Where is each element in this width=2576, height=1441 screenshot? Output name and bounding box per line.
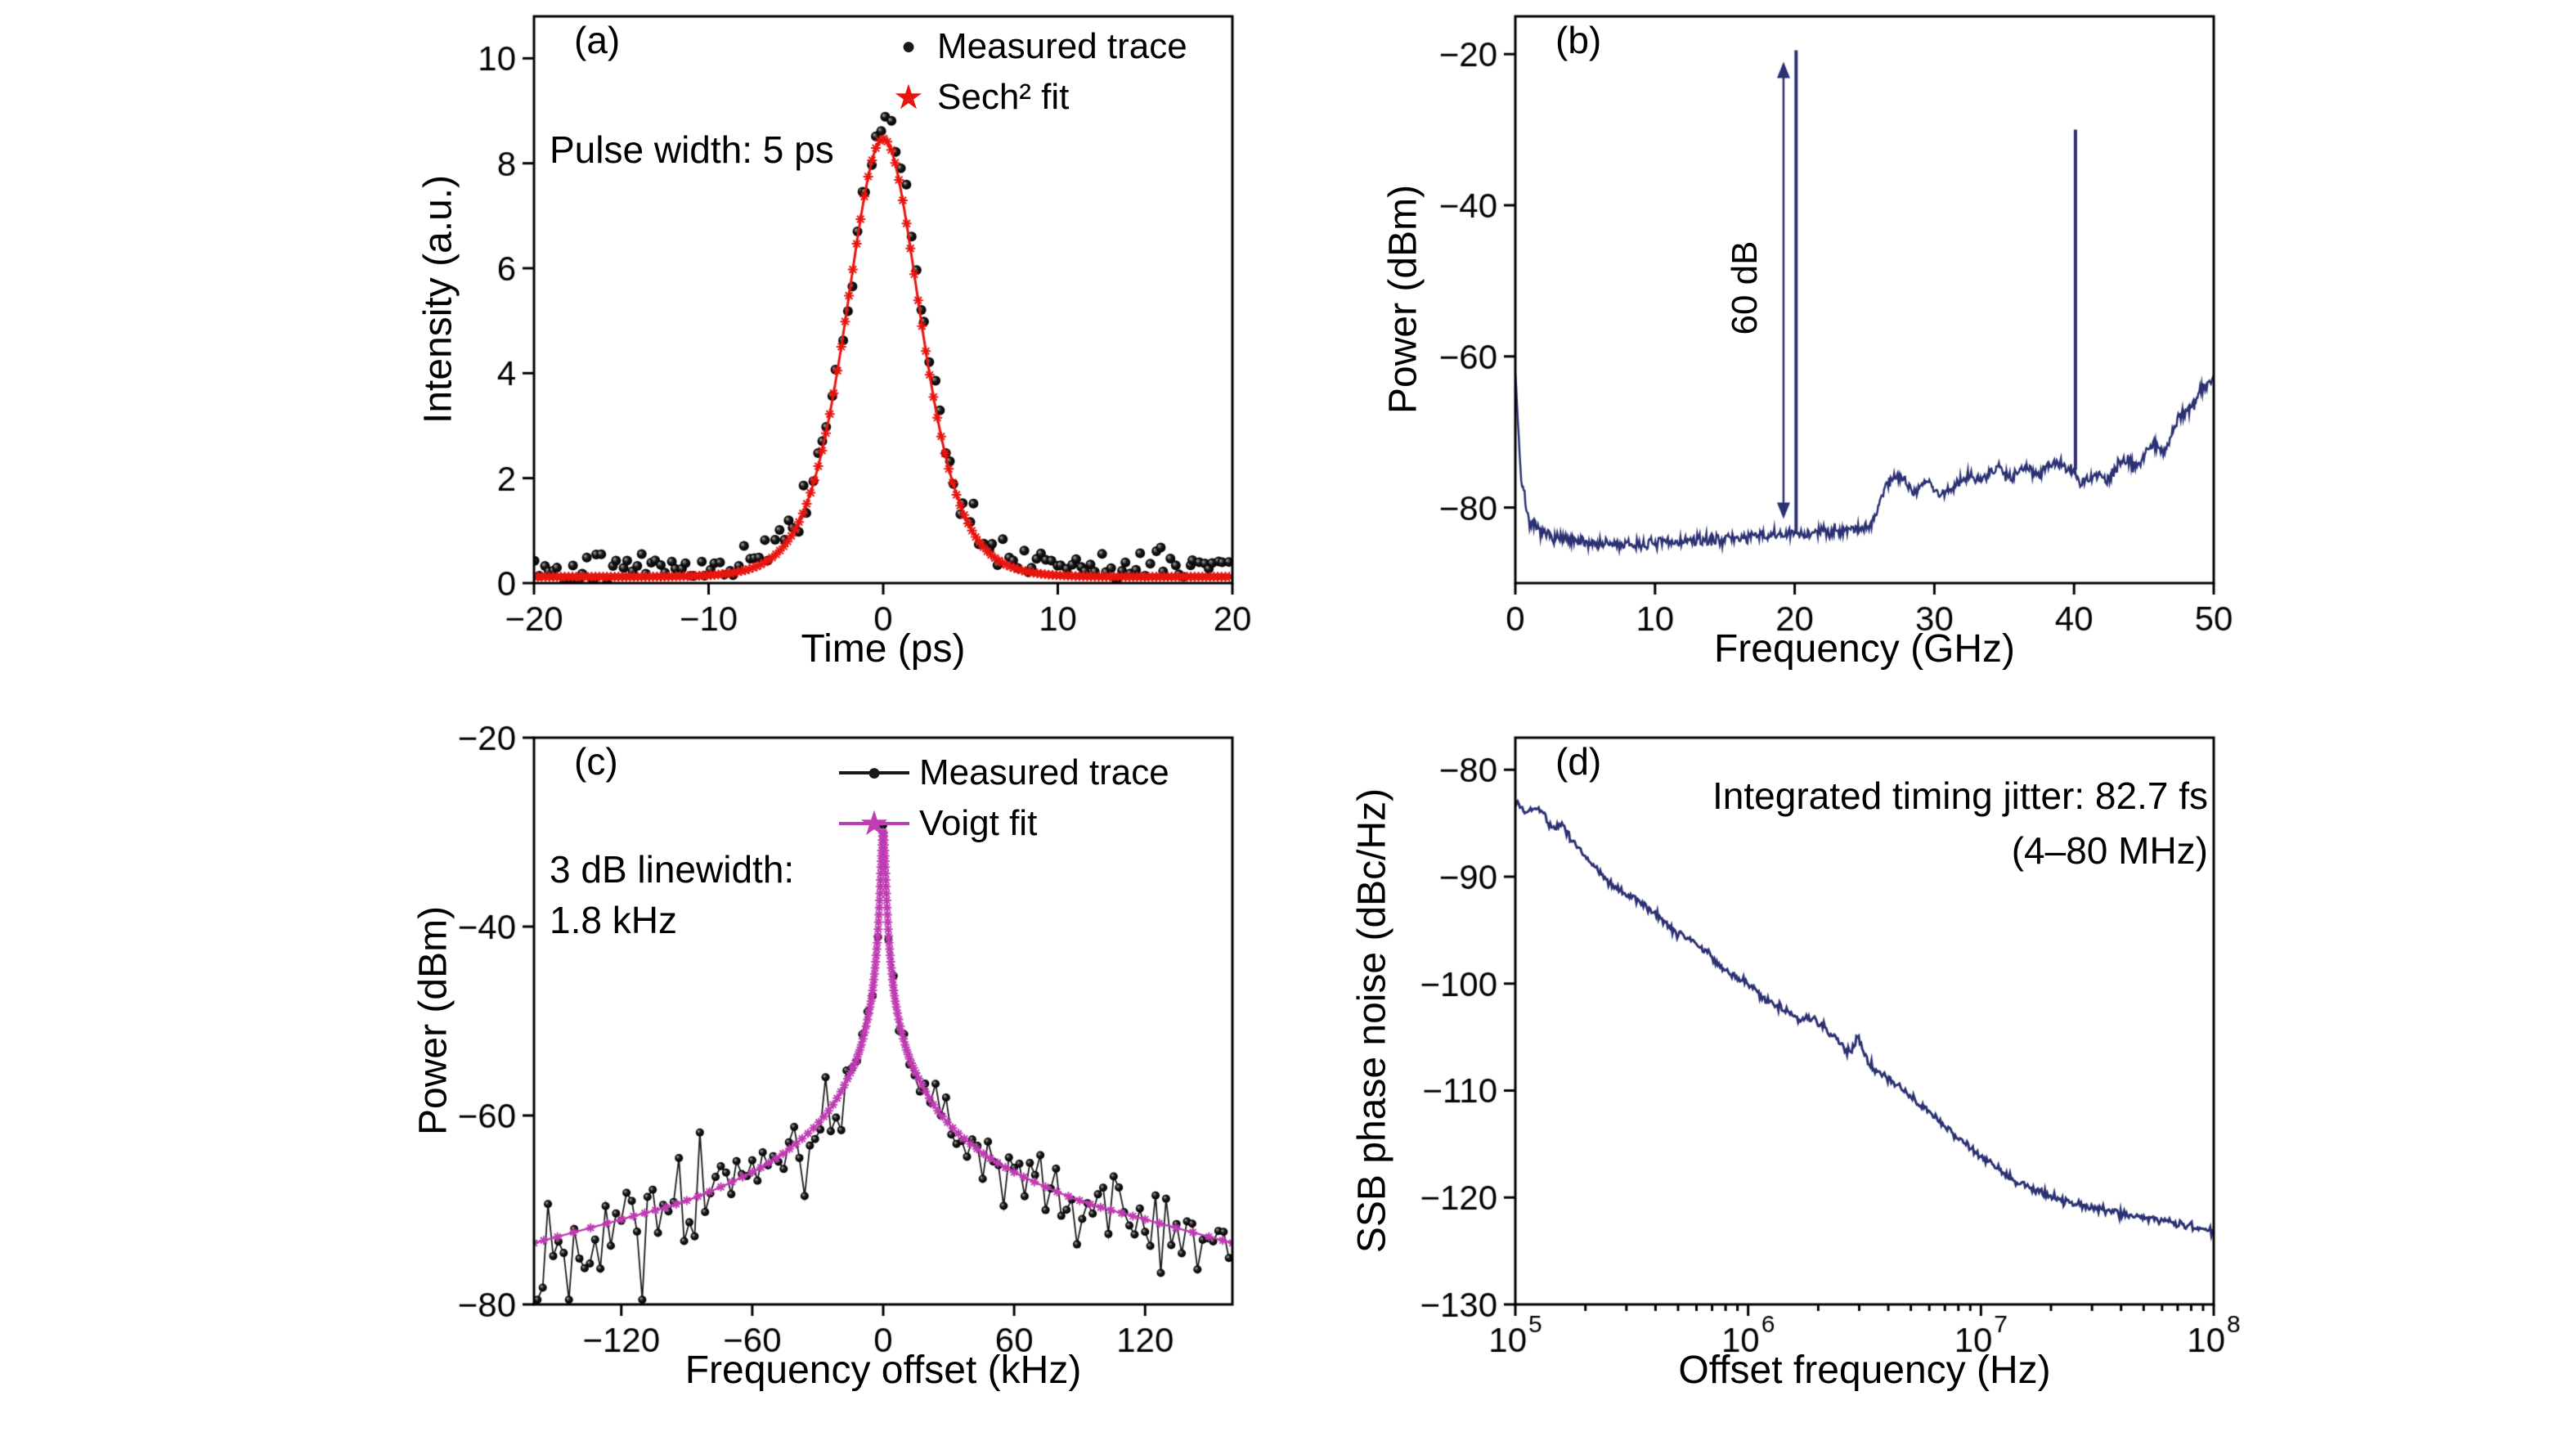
panel-c-y-axis-label: Power (dBm) — [411, 905, 456, 1136]
panel-a-label: (a) — [574, 19, 621, 61]
panel-c-label: (c) — [574, 740, 618, 783]
legend-label: Measured trace — [937, 26, 1187, 66]
panel-c: (c) 3 dB linewidth: 1.8 kHz ● Measured t… — [343, 721, 1308, 1441]
star-line-marker-icon: ★ — [839, 806, 909, 841]
dot-marker-icon: ● — [900, 33, 917, 60]
linewidth-line-2: 1.8 kHz — [550, 899, 677, 942]
panel-d-y-axis-label: SSB phase noise (dBc/Hz) — [1350, 788, 1394, 1254]
panel-b-label: (b) — [1555, 19, 1602, 61]
dot-line-marker-icon: ● — [839, 761, 909, 785]
legend-label: Sech² fit — [937, 77, 1070, 117]
chart-canvas-a — [343, 0, 1308, 720]
chart-canvas-c — [343, 721, 1308, 1441]
chart-canvas-b — [1325, 0, 2290, 720]
panel-c-legend: ● Measured trace ★ Voigt fit — [839, 749, 1169, 847]
chart-canvas-d — [1325, 721, 2290, 1441]
legend-item-measured-trace: ● Measured trace — [890, 23, 1187, 70]
legend-item-sech2-fit: ★ Sech² fit — [890, 74, 1187, 121]
star-marker-icon: ★ — [893, 78, 924, 116]
panel-c-annotation-linewidth: 3 dB linewidth: 1.8 kHz — [550, 844, 794, 945]
panel-d-x-axis-label: Offset frequency (Hz) — [1678, 1349, 2051, 1392]
legend-label: Voigt fit — [919, 803, 1038, 843]
panel-a: (a) Pulse width: 5 ps ● Measured trace ★… — [343, 0, 1308, 720]
panel-d: (d) Integrated timing jitter: 82.7 fs (4… — [1325, 721, 2290, 1441]
legend-item-measured-trace: ● Measured trace — [839, 749, 1169, 797]
legend-item-voigt-fit: ★ Voigt fit — [839, 800, 1169, 847]
jitter-line-2: (4–80 MHz) — [2011, 828, 2208, 872]
panel-b: (b) 60 dB Frequency (GHz) Power (dBm) — [1325, 0, 2290, 720]
panel-b-y-axis-label: Power (dBm) — [1381, 184, 1425, 415]
linewidth-line-1: 3 dB linewidth: — [550, 848, 795, 891]
panel-a-x-axis-label: Time (ps) — [801, 627, 966, 671]
jitter-line-1: Integrated timing jitter: 82.7 fs — [1712, 774, 2208, 817]
panel-a-annotation-pulse-width: Pulse width: 5 ps — [550, 128, 834, 171]
panel-c-x-axis-label: Frequency offset (kHz) — [684, 1349, 1082, 1392]
panel-b-60db-arrow-label: 60 dB — [1725, 240, 1765, 335]
panel-a-y-axis-label: Intensity (a.u.) — [416, 174, 460, 424]
panel-a-legend: ● Measured trace ★ Sech² fit — [890, 23, 1187, 121]
legend-label: Measured trace — [919, 752, 1169, 792]
panel-d-label: (d) — [1555, 740, 1602, 783]
panel-b-x-axis-label: Frequency (GHz) — [1713, 627, 2016, 671]
panel-d-annotation-jitter: Integrated timing jitter: 82.7 fs (4–80 … — [1712, 769, 2208, 878]
